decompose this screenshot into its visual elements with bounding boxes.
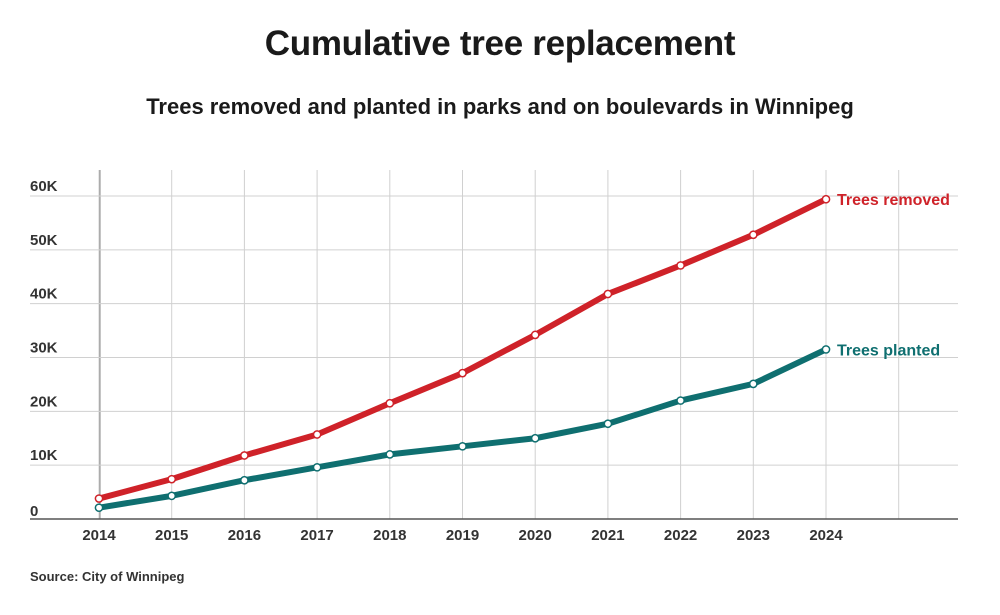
y-tick-label: 50K [30, 232, 58, 249]
x-tick-label: 2021 [591, 527, 624, 544]
trees-removed-point [821, 194, 831, 204]
trees-planted-point [167, 491, 177, 501]
trees-removed-point [458, 368, 467, 378]
trees-removed-point [748, 230, 758, 240]
x-tick-label: 2014 [82, 527, 116, 544]
y-axis: 0 10K 20K 30K 40K 50K 60K [30, 178, 58, 520]
trees-removed-point [240, 451, 249, 460]
chart-subtitle: Trees removed and planted in parks and o… [146, 94, 854, 119]
trees-planted-point [458, 441, 467, 451]
trees-removed-point [676, 261, 685, 270]
y-tick-label: 20K [30, 393, 58, 410]
x-tick-label: 2023 [737, 527, 770, 544]
y-tick-label: 30K [30, 340, 58, 357]
trees-removed-point [312, 430, 322, 439]
x-tick-label: 2019 [446, 527, 479, 544]
trees-removed-label: Trees removed [837, 192, 950, 209]
trees-planted-point [240, 475, 249, 485]
series-trees-removed: Trees removed [94, 192, 950, 503]
y-tick-label: 0 [30, 503, 38, 520]
x-tick-label: 2017 [300, 527, 333, 544]
trees-planted-point [385, 450, 395, 459]
trees-planted-point [312, 462, 322, 472]
trees-planted-point [821, 345, 831, 354]
trees-planted-point [94, 503, 104, 513]
x-axis: 2014 2015 2016 2017 2018 2019 2020 2021 2022 2023… [82, 527, 843, 544]
series-trees-planted: Trees planted [94, 342, 940, 513]
x-tick-label: 2020 [519, 527, 552, 544]
source-note: Source: City of Winnipeg [30, 569, 185, 584]
trees-removed-point [603, 289, 613, 299]
chart-title: Cumulative tree replacement [264, 24, 736, 63]
x-tick-label: 2018 [373, 527, 406, 544]
trees-planted-label: Trees planted [837, 342, 940, 359]
x-tick-label: 2016 [228, 527, 261, 544]
y-tick-label: 40K [30, 286, 58, 303]
y-tick-label: 10K [30, 447, 58, 464]
trees-planted-point [530, 433, 540, 443]
trees-removed-point [167, 474, 177, 484]
trees-planted-point [603, 419, 613, 429]
x-tick-label: 2022 [664, 527, 697, 544]
grid-lines [30, 170, 958, 520]
trees-planted-point [676, 396, 685, 405]
trees-removed-point [385, 398, 395, 408]
trees-removed-point [94, 494, 104, 503]
x-tick-label: 2015 [155, 527, 188, 544]
x-tick-label: 2024 [809, 527, 843, 544]
series-layer: Trees removed Trees planted [94, 192, 950, 513]
y-tick-label: 60K [30, 178, 58, 195]
trees-removed-point [530, 330, 540, 340]
trees-planted-point [748, 379, 758, 389]
